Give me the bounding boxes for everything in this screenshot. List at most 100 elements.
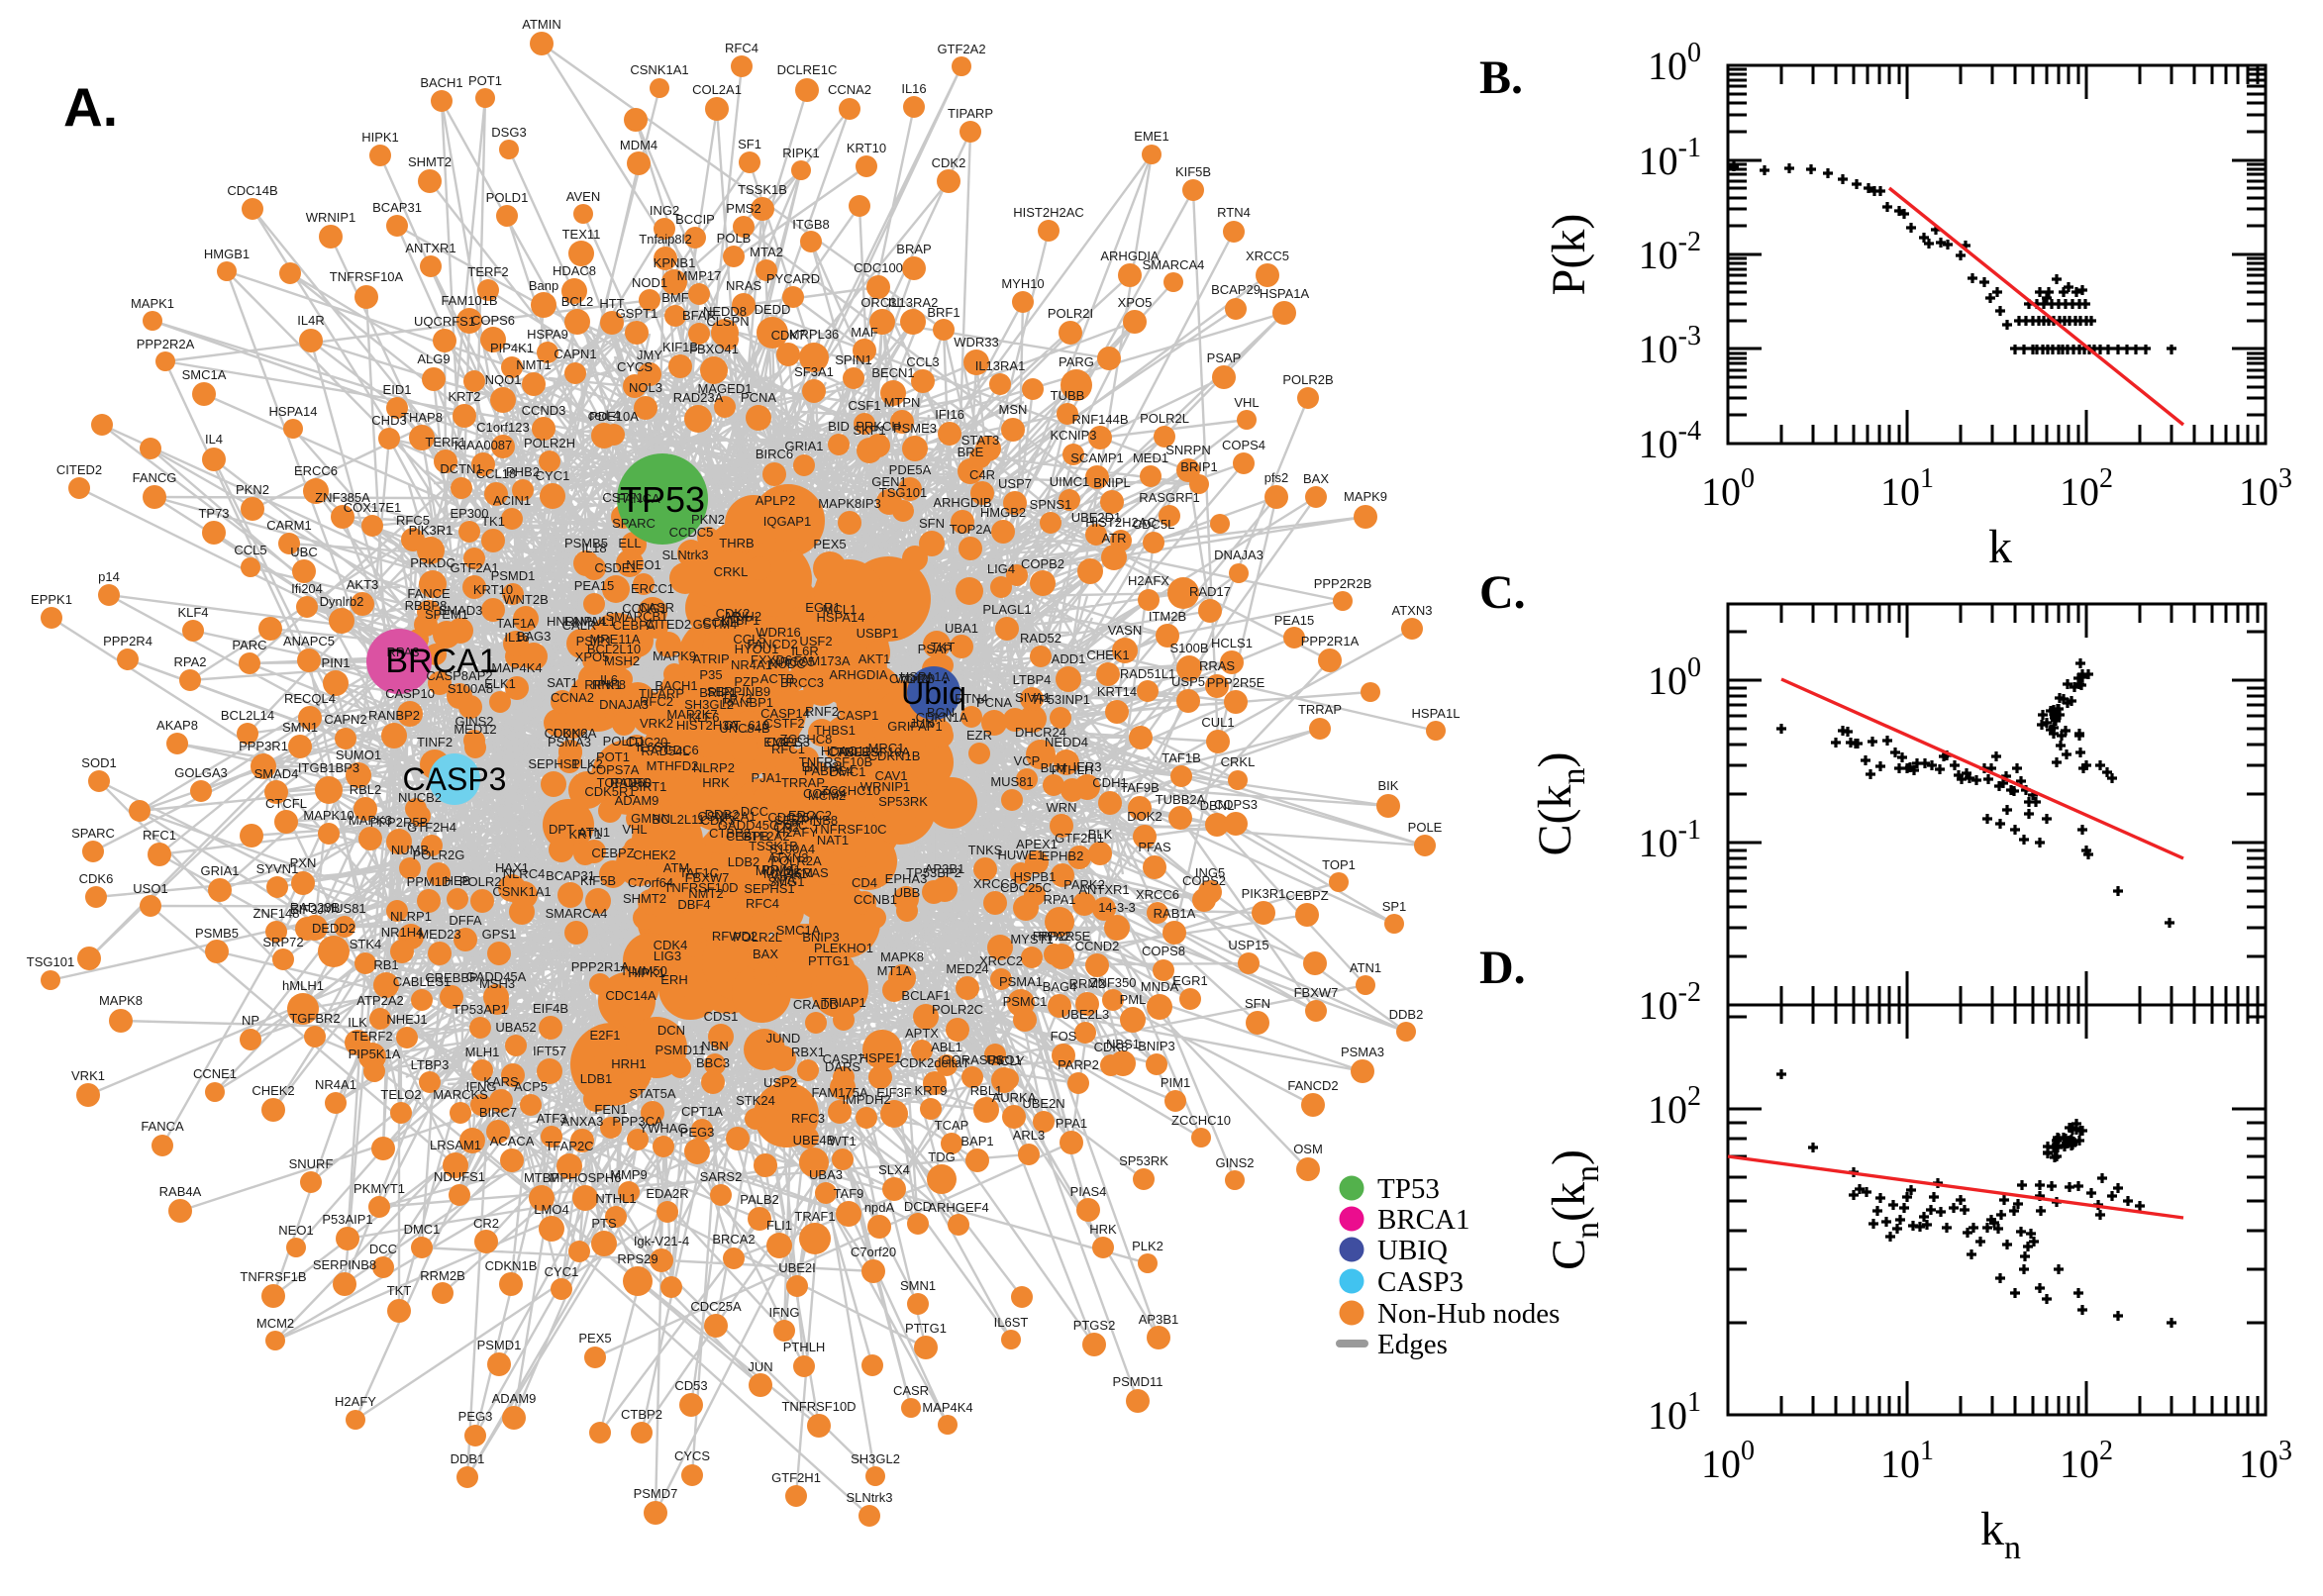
svg-text:CEBPA: CEBPA bbox=[612, 618, 655, 633]
svg-text:CCNH: CCNH bbox=[702, 615, 740, 630]
svg-text:UBA52: UBA52 bbox=[495, 1020, 536, 1035]
svg-text:ARHGDIA: ARHGDIA bbox=[829, 667, 888, 682]
svg-text:NLRC4: NLRC4 bbox=[503, 866, 546, 881]
svg-text:FBXW7: FBXW7 bbox=[685, 870, 730, 885]
svg-text:DOK2: DOK2 bbox=[1127, 809, 1162, 824]
svg-text:MLH1: MLH1 bbox=[465, 1045, 500, 1059]
svg-text:POLR2G: POLR2G bbox=[413, 848, 465, 862]
svg-text:STAT5A: STAT5A bbox=[629, 1086, 676, 1101]
svg-text:BRCA2: BRCA2 bbox=[712, 1232, 755, 1247]
svg-text:CDS1: CDS1 bbox=[704, 1009, 739, 1024]
svg-text:ATRIP: ATRIP bbox=[692, 651, 729, 666]
svg-text:UBC: UBC bbox=[290, 545, 317, 559]
svg-text:CALR: CALR bbox=[562, 618, 597, 633]
svg-text:XRCC5: XRCC5 bbox=[771, 654, 815, 669]
svg-text:CITED2: CITED2 bbox=[646, 617, 691, 632]
svg-text:USF2: USF2 bbox=[799, 634, 832, 648]
svg-text:DNAJA3: DNAJA3 bbox=[1214, 548, 1263, 562]
svg-text:SPNS1: SPNS1 bbox=[1030, 497, 1072, 512]
svg-text:PPM1D: PPM1D bbox=[407, 874, 452, 889]
svg-text:CASP3: CASP3 bbox=[403, 761, 507, 797]
svg-text:EIF3J: EIF3J bbox=[290, 902, 324, 917]
svg-text:DDB1: DDB1 bbox=[451, 1451, 485, 1466]
svg-text:GTF2A2: GTF2A2 bbox=[741, 829, 789, 844]
svg-text:IL13RA2: IL13RA2 bbox=[888, 295, 939, 310]
svg-text:FLI1: FLI1 bbox=[766, 1218, 792, 1233]
svg-text:HMGB1: HMGB1 bbox=[204, 247, 250, 261]
svg-text:SMC1A: SMC1A bbox=[182, 367, 227, 382]
svg-text:DDB2: DDB2 bbox=[705, 807, 740, 822]
svg-text:DNAJA3: DNAJA3 bbox=[599, 697, 649, 712]
svg-text:VHL: VHL bbox=[622, 822, 647, 837]
svg-text:ATN1: ATN1 bbox=[578, 825, 610, 840]
svg-text:MYH10: MYH10 bbox=[1001, 276, 1044, 291]
svg-text:SFN: SFN bbox=[1245, 996, 1270, 1011]
svg-text:SNRPN: SNRPN bbox=[1165, 443, 1211, 457]
svg-text:RFC1: RFC1 bbox=[771, 742, 805, 756]
svg-text:PMS2: PMS2 bbox=[726, 201, 760, 216]
svg-text:DBF4: DBF4 bbox=[677, 897, 710, 912]
svg-text:TERF2: TERF2 bbox=[467, 264, 508, 279]
svg-text:CDK4: CDK4 bbox=[654, 938, 688, 952]
svg-text:CASR: CASR bbox=[639, 600, 674, 615]
svg-text:ARL3: ARL3 bbox=[1013, 1128, 1046, 1143]
svg-text:TSSK1B: TSSK1B bbox=[749, 839, 798, 853]
svg-text:B.: B. bbox=[1479, 51, 1523, 104]
svg-text:DCC: DCC bbox=[369, 1242, 397, 1256]
svg-text:STK24: STK24 bbox=[736, 1093, 775, 1108]
svg-text:CDC6: CDC6 bbox=[663, 743, 698, 757]
svg-text:SF3A1: SF3A1 bbox=[794, 364, 834, 379]
svg-text:RPA1: RPA1 bbox=[1044, 892, 1076, 907]
svg-text:HUWE1: HUWE1 bbox=[998, 848, 1045, 862]
svg-text:MAF: MAF bbox=[851, 325, 878, 340]
svg-text:CCDC5: CCDC5 bbox=[669, 525, 714, 540]
svg-text:RBX1: RBX1 bbox=[791, 1045, 825, 1059]
svg-text:ERH: ERH bbox=[660, 972, 687, 987]
svg-text:MED24: MED24 bbox=[946, 961, 988, 976]
svg-text:USBP1: USBP1 bbox=[857, 626, 899, 641]
svg-text:RNF144B: RNF144B bbox=[1071, 412, 1128, 427]
svg-text:THBS1: THBS1 bbox=[814, 723, 856, 738]
svg-text:PEA15: PEA15 bbox=[1274, 613, 1314, 628]
svg-text:HRH1: HRH1 bbox=[611, 1056, 646, 1071]
svg-text:COPS3: COPS3 bbox=[766, 735, 810, 749]
svg-text:CSDE1: CSDE1 bbox=[594, 560, 637, 575]
svg-text:CRADD: CRADD bbox=[793, 997, 839, 1012]
svg-text:npdA: npdA bbox=[864, 1200, 895, 1215]
svg-text:CABLES: CABLES bbox=[828, 745, 879, 759]
svg-text:10-3: 10-3 bbox=[1639, 321, 1701, 371]
svg-text:TIPARP: TIPARP bbox=[639, 686, 684, 701]
svg-text:CT_610: CT_610 bbox=[724, 718, 769, 733]
svg-text:CDK5R1: CDK5R1 bbox=[584, 784, 635, 799]
svg-text:POLR2C: POLR2C bbox=[932, 1002, 983, 1017]
svg-text:PSMC1: PSMC1 bbox=[1003, 994, 1048, 1009]
svg-text:GTF2H1: GTF2H1 bbox=[1055, 831, 1104, 846]
svg-text:AKT3: AKT3 bbox=[347, 577, 379, 592]
svg-text:TCAP: TCAP bbox=[935, 1118, 969, 1133]
svg-text:CDK7: CDK7 bbox=[771, 328, 806, 343]
svg-text:SIRT1: SIRT1 bbox=[631, 779, 667, 794]
svg-text:POLR2L: POLR2L bbox=[1140, 411, 1189, 426]
svg-text:RPS29: RPS29 bbox=[617, 1251, 657, 1266]
svg-text:DMC1: DMC1 bbox=[830, 764, 866, 779]
svg-text:PZP: PZP bbox=[734, 674, 758, 689]
svg-text:ACACA: ACACA bbox=[490, 1134, 535, 1148]
svg-text:TFAP2C: TFAP2C bbox=[545, 1139, 593, 1153]
svg-text:IL6R: IL6R bbox=[791, 644, 818, 658]
svg-text:POLR2I: POLR2I bbox=[459, 874, 505, 889]
svg-text:CDC25C: CDC25C bbox=[1000, 880, 1052, 895]
svg-text:COPS2: COPS2 bbox=[1182, 873, 1226, 888]
svg-text:GSPT1: GSPT1 bbox=[616, 306, 658, 321]
svg-text:FANCA: FANCA bbox=[141, 1119, 184, 1134]
svg-text:PSME3: PSME3 bbox=[893, 421, 937, 436]
svg-text:APLP2: APLP2 bbox=[756, 493, 795, 508]
svg-text:BAP1: BAP1 bbox=[960, 1134, 993, 1148]
svg-text:APTX: APTX bbox=[905, 1026, 939, 1041]
svg-text:BRCA1: BRCA1 bbox=[1377, 1204, 1469, 1236]
svg-text:SRP72: SRP72 bbox=[262, 935, 303, 949]
svg-text:ACP5: ACP5 bbox=[514, 1079, 548, 1094]
svg-text:TEX11: TEX11 bbox=[562, 227, 601, 242]
svg-text:DPT: DPT bbox=[549, 822, 574, 837]
svg-text:CTBP2: CTBP2 bbox=[621, 1407, 662, 1422]
svg-text:SPARC: SPARC bbox=[71, 826, 115, 841]
